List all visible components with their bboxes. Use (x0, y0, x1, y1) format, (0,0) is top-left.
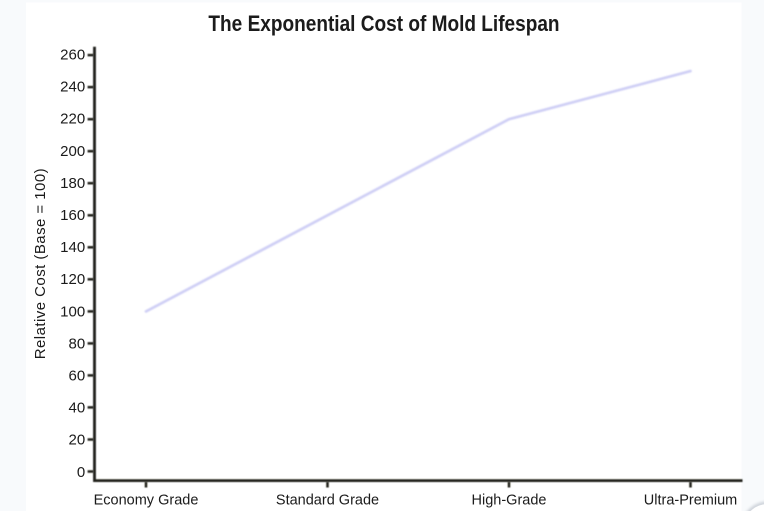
svg-text:80: 80 (69, 335, 86, 352)
svg-text:220: 220 (60, 111, 85, 128)
svg-text:260: 260 (60, 47, 85, 64)
svg-text:Ultra-Premium: Ultra-Premium (644, 492, 737, 508)
svg-text:60: 60 (69, 368, 86, 385)
svg-text:40: 40 (69, 400, 86, 417)
svg-text:240: 240 (60, 79, 85, 96)
svg-text:20: 20 (69, 432, 86, 449)
svg-text:160: 160 (60, 207, 85, 224)
svg-text:200: 200 (60, 143, 85, 160)
svg-text:100: 100 (60, 303, 85, 320)
svg-text:120: 120 (60, 271, 85, 288)
svg-text:Economy Grade: Economy Grade (94, 492, 199, 508)
svg-text:0: 0 (77, 464, 85, 481)
svg-text:High-Grade: High-Grade (472, 492, 547, 508)
svg-text:180: 180 (60, 175, 85, 192)
svg-text:The Exponential Cost of Mold L: The Exponential Cost of Mold Lifespan (208, 12, 559, 37)
svg-text:Relative Cost (Base = 100): Relative Cost (Base = 100) (32, 168, 49, 359)
svg-text:Standard Grade: Standard Grade (276, 492, 379, 508)
svg-text:140: 140 (60, 239, 85, 256)
